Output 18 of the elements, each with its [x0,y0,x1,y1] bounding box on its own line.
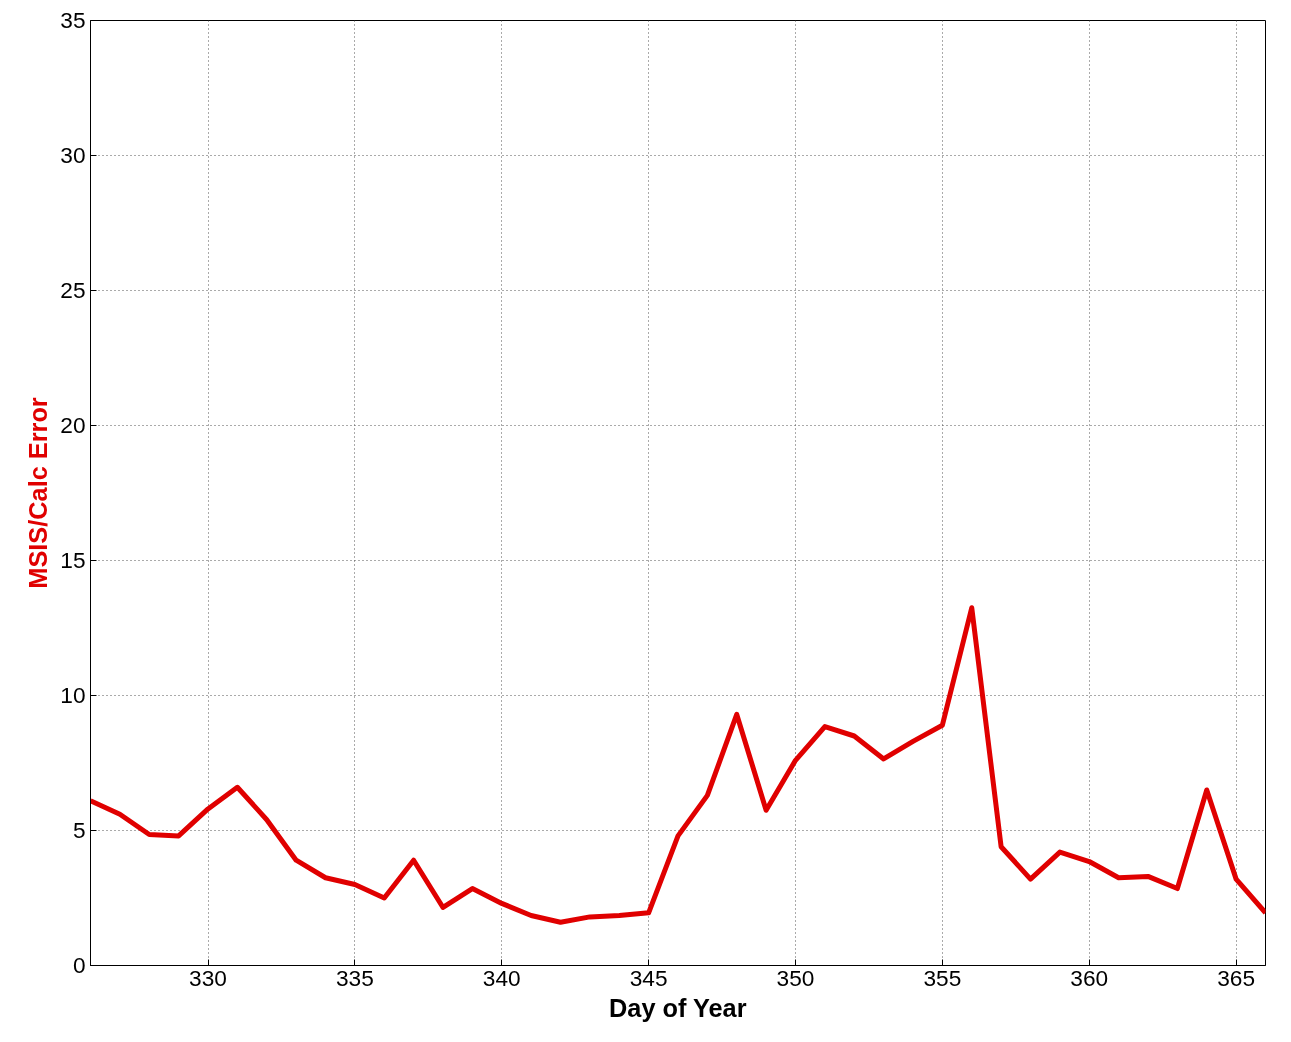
x-tick-label: 355 [923,964,962,991]
x-tick-label: 335 [335,964,374,991]
y-tick-label: 10 [60,682,86,708]
x-tick-label: 360 [1070,964,1109,991]
y-tick-label: 25 [60,277,86,303]
y-tick-label: 5 [72,817,86,843]
y-axis-title: MSIS/Calc Error [24,397,53,589]
x-tick-label: 365 [1217,964,1256,991]
x-tick-label: 350 [776,964,815,991]
x-tick-label: 330 [189,964,227,991]
x-tick-label: 340 [482,964,521,991]
x-axis-title: Day of Year [609,993,747,1022]
y-tick-label: 30 [60,142,86,168]
x-tick-label: 345 [629,964,668,991]
y-tick-label: 0 [72,952,86,978]
y-tick-label: 35 [60,7,86,33]
y-tick-label: 15 [60,547,86,573]
y-tick-label: 20 [60,412,86,438]
